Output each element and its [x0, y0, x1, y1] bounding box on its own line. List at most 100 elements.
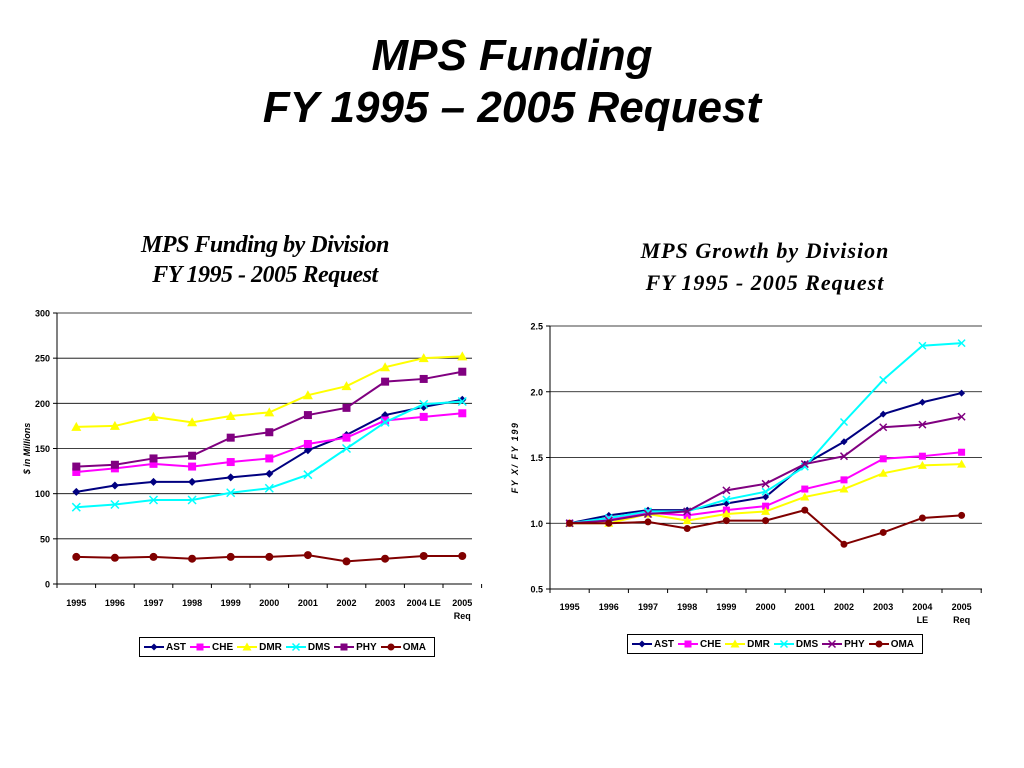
chart1-point-oma — [226, 552, 235, 561]
chart1-legend-swatch — [285, 642, 306, 652]
chart2-point-che — [879, 455, 887, 463]
chart2-y-tick-label: 2.0 — [530, 387, 543, 397]
chart2-point-dms — [839, 417, 849, 427]
chart2-point-dmr — [878, 468, 888, 477]
chart2-point-che — [840, 476, 848, 484]
chart1-point-oma — [265, 552, 274, 561]
chart1-point-dms — [303, 470, 313, 480]
chart1-legend-marker — [150, 643, 158, 651]
chart2-point-dms — [761, 487, 770, 496]
chart2-legend-item-dmr: DMR — [725, 639, 770, 650]
chart2-point-dms — [722, 495, 731, 504]
chart1-point-phy — [381, 377, 390, 386]
chart1-point-phy — [110, 460, 119, 469]
chart2-point-phy — [918, 420, 927, 429]
chart1-point-ast — [265, 469, 274, 478]
chart2-point-phy — [761, 479, 770, 488]
chart2-point-phy — [683, 507, 692, 516]
chart1-point-oma — [110, 553, 119, 562]
chart2-point-ast — [958, 389, 966, 397]
chart2-legend-marker — [828, 639, 837, 649]
chart1-point-oma — [381, 554, 390, 563]
chart1-legend-label: CHE — [212, 641, 234, 653]
chart1-point-dms — [187, 495, 197, 505]
chart2-point-ast — [879, 410, 887, 418]
chart2-x-tick-label: 2002 — [834, 602, 854, 612]
chart1-series-che — [72, 409, 467, 476]
chart2-legend-item-ast: AST — [632, 639, 674, 650]
chart1-point-ast — [188, 477, 197, 486]
chart1-x-tick-label: 1995 — [66, 598, 86, 608]
chart2-y-tick-label: 1.0 — [530, 519, 543, 529]
chart2-point-dmr — [800, 492, 810, 501]
chart1-point-che — [265, 454, 274, 463]
chart1-point-oma — [342, 557, 351, 566]
chart1-point-dmr — [109, 420, 120, 430]
chart1-y-tick-label: 150 — [35, 444, 50, 454]
chart2-series-oma — [566, 506, 966, 548]
chart2-point-phy — [957, 412, 966, 421]
chart1-point-dmr — [380, 362, 391, 372]
chart1-point-phy — [303, 411, 312, 420]
chart2-x-tick-label: 2004 — [912, 602, 932, 612]
chart2-legend-swatch — [632, 640, 652, 648]
chart1-point-che — [72, 467, 81, 476]
chart1-legend-swatch — [190, 643, 210, 651]
slide-title: MPS Funding FY 1995 – 2005 Request — [0, 30, 1024, 134]
chart2-point-dmr — [761, 506, 771, 515]
chart1-title: MPS Funding by Division FY 1995 - 2005 R… — [60, 230, 470, 290]
chart2-point-dmr — [721, 509, 731, 518]
chart2-point-phy — [879, 423, 888, 432]
chart2-title-line1: MPS Growth by Division — [640, 238, 890, 263]
chart2-point-dms — [957, 339, 966, 348]
chart1-y-tick-label: 250 — [35, 354, 50, 364]
chart1-subtitle: FY 1995 - 2005 Request — [152, 262, 378, 288]
chart2-legend-label: CHE — [700, 638, 722, 650]
chart2-title: MPS Growth by Division FY 1995 - 2005 Re… — [560, 235, 970, 299]
chart1-point-dms — [419, 399, 429, 409]
chart2-point-ast — [840, 438, 848, 446]
chart1-point-dmr — [225, 410, 236, 420]
chart2-point-ast — [762, 493, 770, 501]
chart1-x-tick-label: 1999 — [221, 598, 241, 608]
chart1-legend-item-ast: AST — [144, 642, 186, 653]
chart2-point-phy — [643, 510, 653, 519]
chart2-point-phy — [722, 486, 731, 495]
chart1-point-oma — [188, 554, 197, 563]
chart1-legend-swatch — [334, 643, 355, 651]
chart2-point-che — [683, 511, 691, 519]
chart2-legend-marker — [779, 639, 788, 649]
chart2-x-tick-label: 1999 — [716, 602, 736, 612]
chart2-legend-marker — [730, 639, 740, 648]
chart1-legend-marker — [242, 642, 252, 651]
chart2-point-oma — [644, 518, 652, 526]
chart2-point-dmr — [839, 484, 849, 493]
chart1-point-dms — [380, 417, 390, 427]
chart1-point-dmr — [148, 411, 159, 421]
chart1-point-phy — [149, 454, 158, 463]
chart1-series-oma — [72, 551, 467, 566]
chart2-legend-label: DMR — [747, 638, 770, 650]
chart1-legend-item-dmr: DMR — [237, 642, 282, 653]
chart1-point-ast — [149, 477, 158, 486]
chart1-x-tick-label: 2000 — [259, 598, 279, 608]
chart2-legend-marker — [638, 640, 646, 648]
chart1-point-ast — [303, 446, 312, 455]
chart2-point-oma — [683, 525, 691, 533]
chart1-y-tick-label: 100 — [35, 489, 50, 499]
chart1-y-tick-label: 200 — [35, 399, 50, 409]
chart1-x-tick-label: 1998 — [182, 598, 202, 608]
chart2-legend-swatch — [678, 640, 698, 648]
chart1-legend-label: DMS — [307, 641, 331, 653]
chart2-subtitle: FY 1995 - 2005 Request — [645, 270, 885, 295]
chart1-legend-label: DMR — [259, 641, 282, 653]
chart1-legend-label: PHY — [356, 641, 377, 653]
chart2-x-tick-label: Req — [953, 615, 970, 625]
chart2-point-phy — [839, 452, 849, 461]
chart2-x-tick-label: 2003 — [873, 602, 893, 612]
chart2-point-oma — [801, 506, 809, 514]
chart1-point-dmr — [71, 421, 82, 431]
chart1-point-phy — [458, 367, 467, 376]
